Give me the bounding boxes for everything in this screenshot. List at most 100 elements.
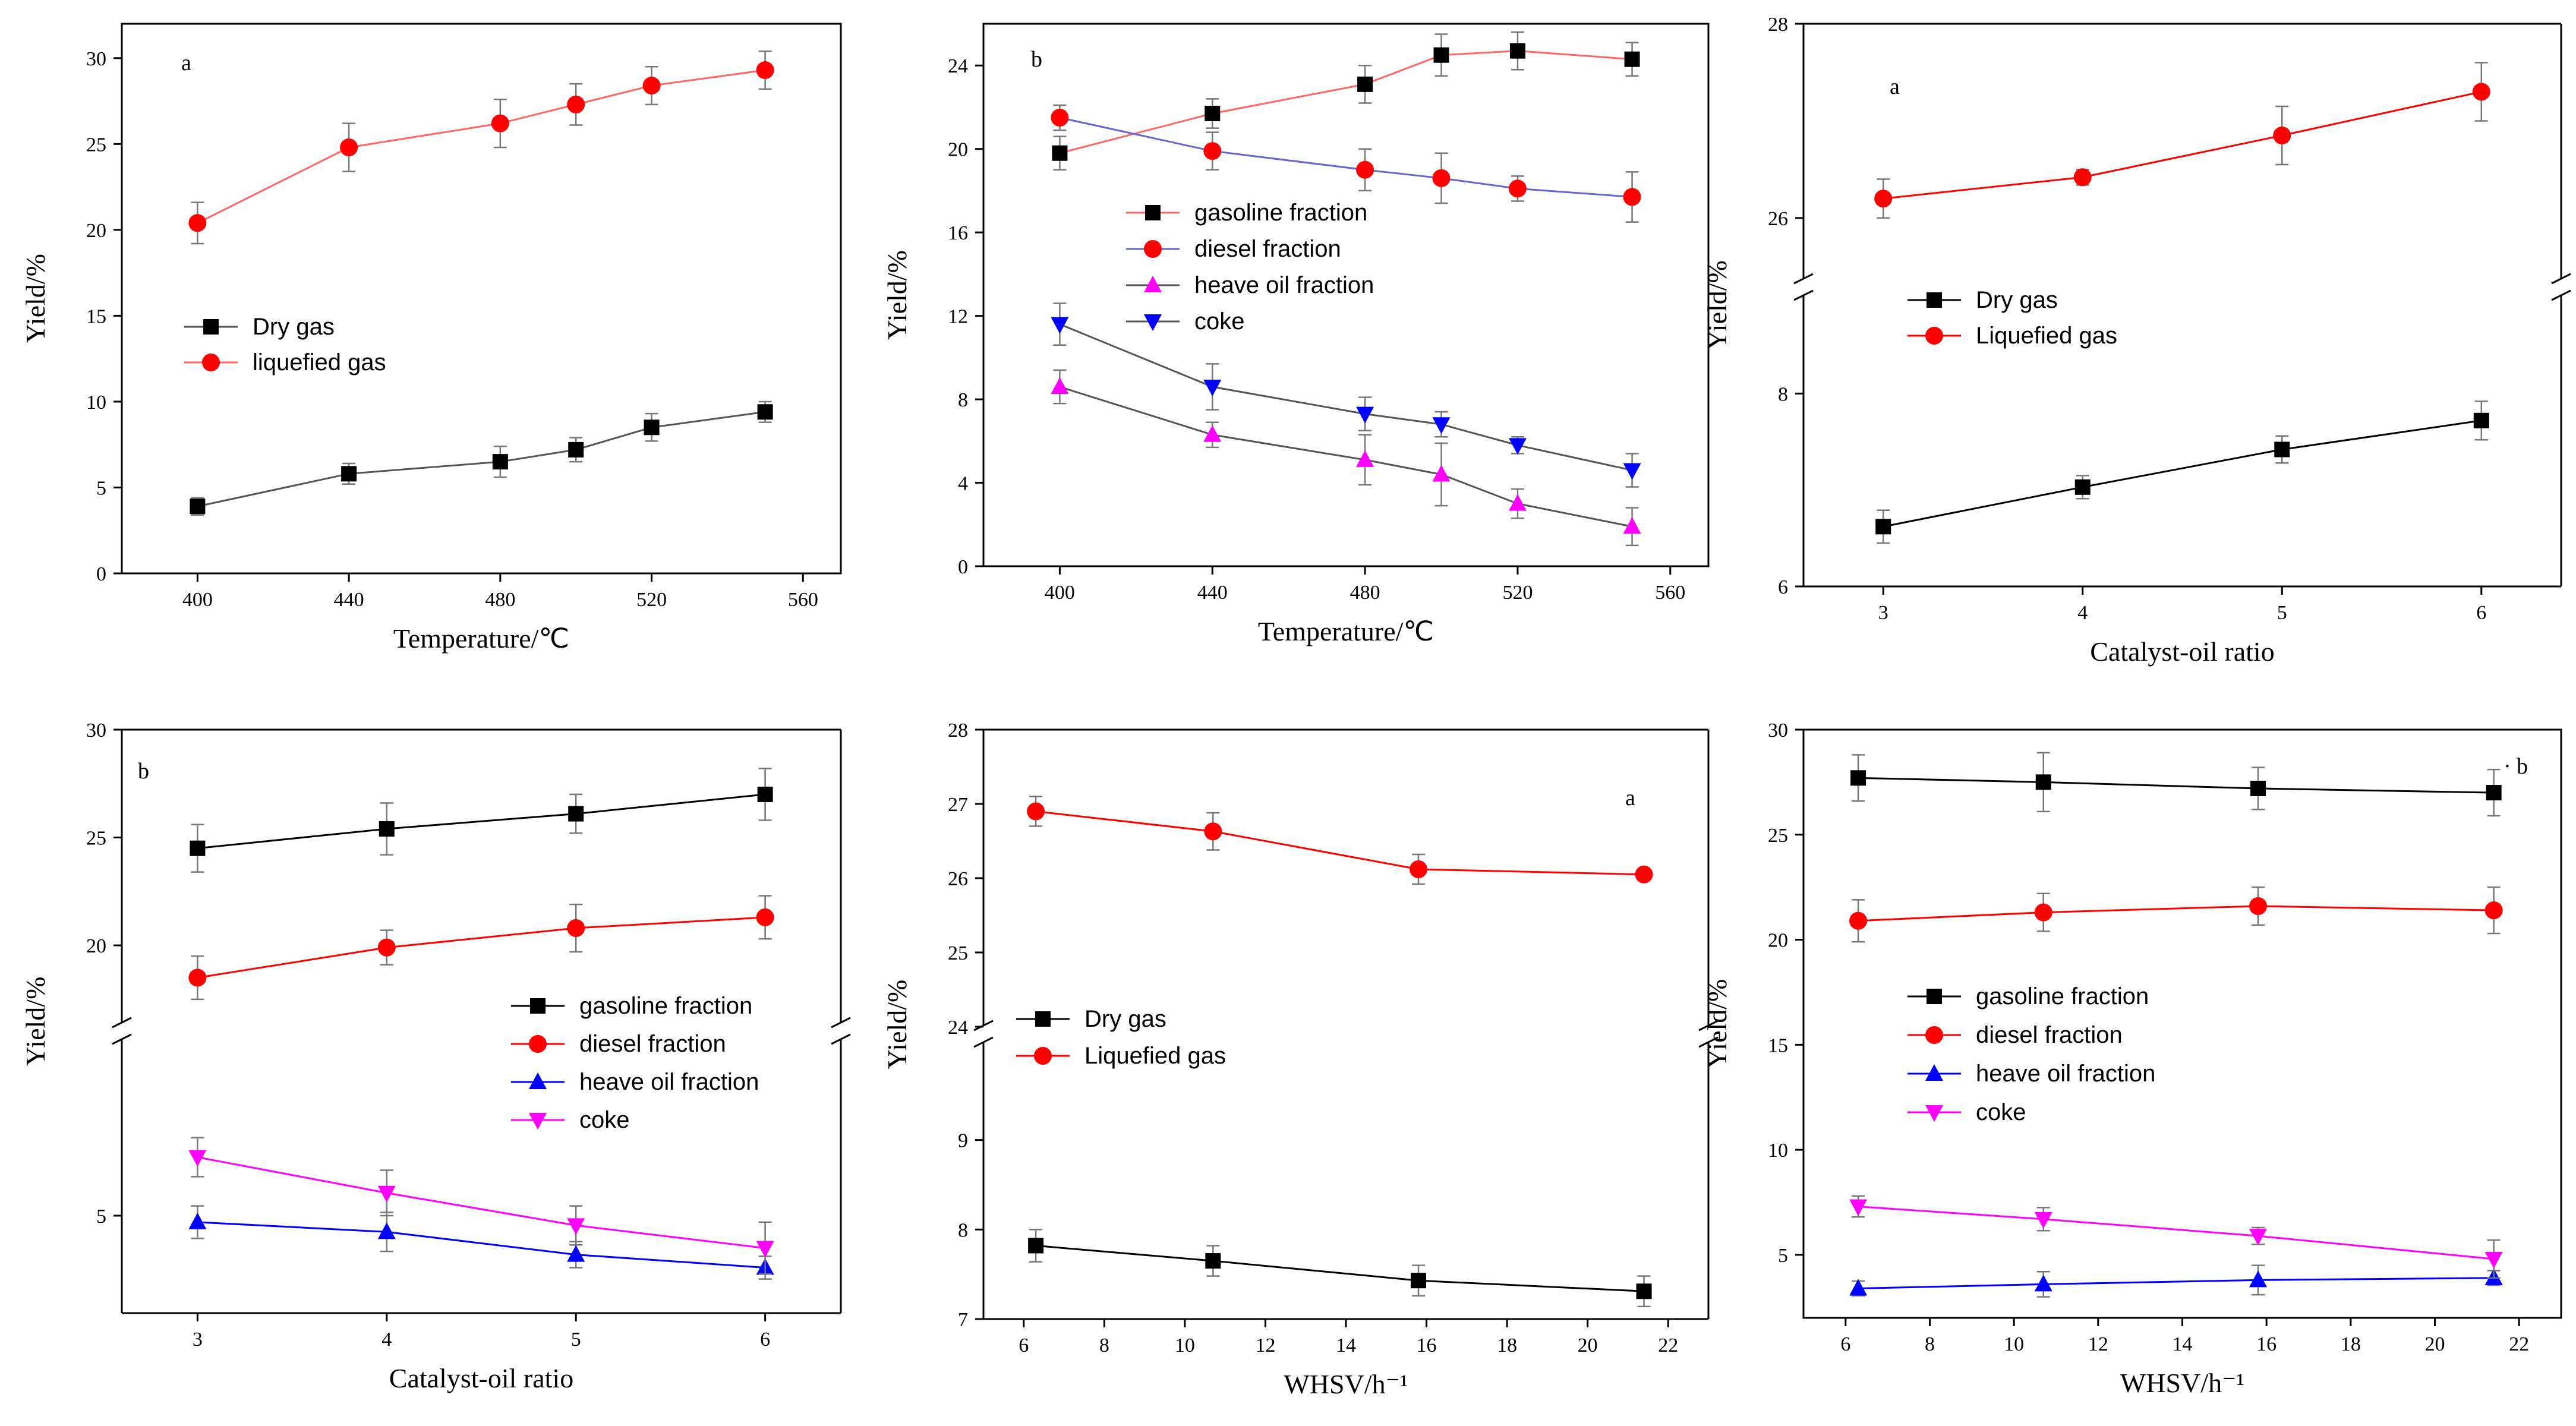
x-tick-label: 520 (1502, 582, 1533, 604)
data-point (190, 840, 206, 856)
data-point (1623, 517, 1641, 534)
x-tick-label: 20 (2425, 1333, 2445, 1355)
data-point (568, 806, 584, 822)
series-line (1858, 1206, 2494, 1260)
data-point (1432, 169, 1451, 187)
y-axis-label: Yield/% (20, 254, 51, 343)
data-point (1623, 463, 1641, 480)
data-point (757, 786, 773, 802)
series-line (197, 916, 765, 979)
data-point (1356, 450, 1374, 467)
data-point (2472, 83, 2490, 101)
data-point (1849, 911, 1868, 930)
y-tick-label: 10 (1768, 1140, 1788, 1162)
legend-marker (1034, 1047, 1052, 1065)
data-point (2073, 168, 2092, 187)
y-tick-label: 16 (948, 222, 968, 244)
y-tick-label: 7 (958, 1309, 968, 1331)
x-axis-label: Temperature/℃ (393, 623, 569, 654)
legend-label: Dry gas (1084, 1006, 1166, 1032)
y-tick-label: 5 (96, 1206, 106, 1228)
data-point (2074, 479, 2091, 495)
x-axis-label: Catalyst-oil ratio (389, 1363, 573, 1393)
data-point (2274, 441, 2290, 458)
x-axis-label: WHSV/h⁻¹ (1284, 1369, 1408, 1399)
series-line (1059, 323, 1632, 471)
data-point (1027, 802, 1045, 821)
axis-break-mark-1b (2551, 289, 2571, 301)
series-line (1883, 90, 2482, 200)
data-point (1509, 43, 1525, 59)
data-point (756, 908, 774, 926)
axis-break-mark-1a (1698, 1020, 1719, 1031)
x-axis-label: WHSV/h⁻¹ (2120, 1368, 2244, 1398)
legend-marker (1925, 1105, 1943, 1122)
data-point (377, 1222, 396, 1239)
chart-panel-p4: 3 4 5 6 5 20 25 30 Catalyst-oil ratio Yield/% b gas… (20, 720, 851, 1393)
y-tick-label: 24 (948, 55, 968, 77)
series-diesel-fraction (1849, 886, 2503, 943)
data-point (491, 114, 509, 132)
data-point (2035, 774, 2051, 790)
x-tick-label: 3 (193, 1329, 203, 1351)
x-tick-label: 8 (1925, 1333, 1935, 1355)
y-tick-label: 5 (1778, 1245, 1788, 1267)
y-tick-label: 25 (1768, 825, 1788, 847)
y-tick-label: 28 (1768, 14, 1788, 36)
series-diesel-fraction (1051, 104, 1641, 223)
panel-label: a (1890, 74, 1900, 99)
data-point (1356, 406, 1374, 424)
data-point (377, 938, 396, 957)
legend-label: Liquefied gas (1084, 1043, 1226, 1069)
x-tick-label: 560 (788, 589, 818, 611)
x-tick-label: 5 (2277, 602, 2287, 624)
y-tick-label: 0 (958, 556, 968, 578)
data-point (2484, 901, 2503, 920)
data-point (756, 61, 774, 80)
x-tick-label: 18 (1497, 1334, 1517, 1356)
x-tick-label: 16 (1417, 1334, 1437, 1356)
series-line (1883, 419, 2482, 528)
x-axis-label: Temperature/℃ (1258, 616, 1434, 646)
legend-label: Dry gas (253, 314, 335, 340)
legend-label: heave oil fraction (579, 1069, 759, 1095)
data-point (2034, 1212, 2052, 1229)
panel-label: b (138, 759, 149, 784)
x-tick-label: 560 (1655, 582, 1685, 604)
y-tick-label: 27 (948, 794, 968, 816)
data-point (1203, 142, 1222, 160)
x-tick-label: 6 (760, 1329, 770, 1351)
series-coke (1849, 1195, 2503, 1279)
panel-label: a (1625, 785, 1635, 810)
x-tick-label: 5 (571, 1329, 581, 1351)
plot-frame (121, 23, 842, 575)
data-point (1849, 1199, 1868, 1216)
data-point (2249, 897, 2267, 915)
series-line (1858, 777, 2494, 794)
x-tick-label: 22 (2509, 1333, 2529, 1355)
data-point (1203, 380, 1222, 397)
data-point (188, 1212, 207, 1229)
legend-label: diesel fraction (579, 1031, 726, 1057)
x-tick-label: 3 (1878, 602, 1888, 624)
series-line (197, 1221, 765, 1269)
data-point (1433, 47, 1449, 63)
legend: gasoline fraction diesel fraction heave oi… (1907, 983, 2155, 1125)
series-line (1035, 810, 1644, 876)
series-line (1035, 1244, 1644, 1292)
y-tick-label: 20 (948, 139, 968, 161)
data-point (341, 466, 357, 482)
data-point (642, 77, 661, 95)
legend-marker (1925, 327, 1943, 345)
data-point (1624, 51, 1640, 67)
y-tick-label: 12 (948, 306, 968, 328)
panel-label: b (1031, 47, 1042, 72)
y-tick-label: 20 (86, 935, 106, 957)
y-axis-label: Yield/% (20, 977, 51, 1067)
data-point (1432, 465, 1451, 482)
y-tick-label: 25 (86, 828, 106, 850)
legend: Dry gas Liquefied gas (1907, 287, 2117, 349)
y-tick-label: 25 (948, 942, 968, 964)
x-tick-label: 12 (1255, 1334, 1275, 1356)
